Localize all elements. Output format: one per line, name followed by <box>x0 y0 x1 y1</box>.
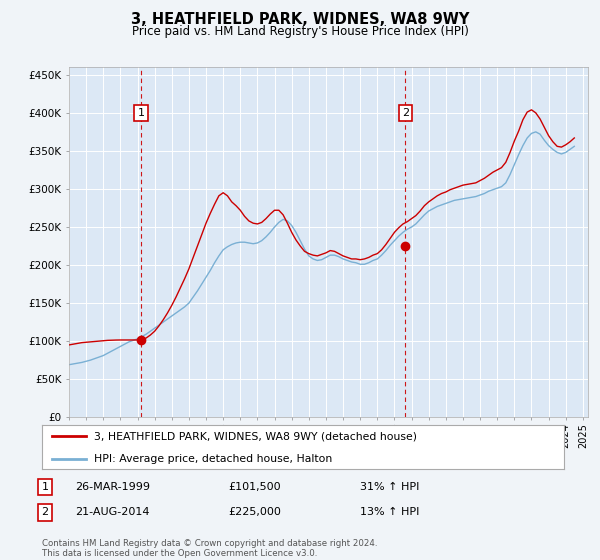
Text: 21-AUG-2014: 21-AUG-2014 <box>75 507 149 517</box>
Text: Contains HM Land Registry data © Crown copyright and database right 2024.
This d: Contains HM Land Registry data © Crown c… <box>42 539 377 558</box>
Text: 3, HEATHFIELD PARK, WIDNES, WA8 9WY (detached house): 3, HEATHFIELD PARK, WIDNES, WA8 9WY (det… <box>94 431 417 441</box>
Text: 2: 2 <box>402 108 409 118</box>
Text: 26-MAR-1999: 26-MAR-1999 <box>75 482 150 492</box>
Text: 1: 1 <box>137 108 145 118</box>
Text: 2: 2 <box>41 507 49 517</box>
Text: 1: 1 <box>41 482 49 492</box>
Text: 13% ↑ HPI: 13% ↑ HPI <box>360 507 419 517</box>
Text: £225,000: £225,000 <box>228 507 281 517</box>
Text: Price paid vs. HM Land Registry's House Price Index (HPI): Price paid vs. HM Land Registry's House … <box>131 25 469 38</box>
Text: HPI: Average price, detached house, Halton: HPI: Average price, detached house, Halt… <box>94 454 332 464</box>
Text: 31% ↑ HPI: 31% ↑ HPI <box>360 482 419 492</box>
Text: £101,500: £101,500 <box>228 482 281 492</box>
Text: 3, HEATHFIELD PARK, WIDNES, WA8 9WY: 3, HEATHFIELD PARK, WIDNES, WA8 9WY <box>131 12 469 27</box>
